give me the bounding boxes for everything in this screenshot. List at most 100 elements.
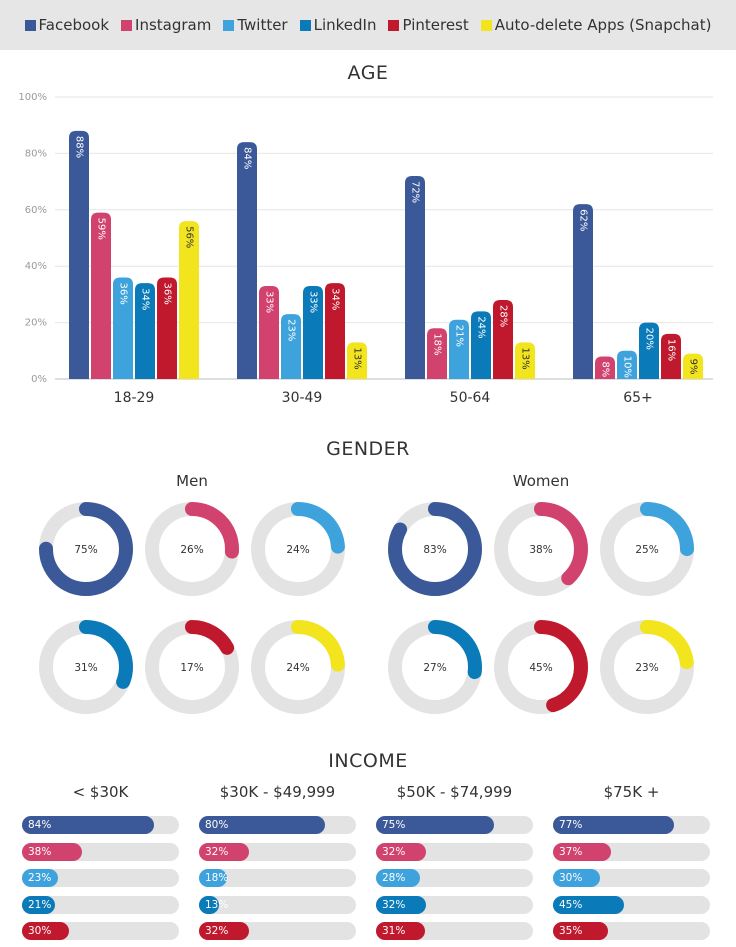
income-bar-value-label: 35% bbox=[559, 925, 583, 937]
legend-item: Twitter bbox=[223, 16, 288, 34]
income-bar-fill bbox=[199, 869, 228, 887]
age-category-label: 30-49 bbox=[282, 390, 323, 406]
legend-item: LinkedIn bbox=[299, 16, 377, 34]
donut-value-label: 17% bbox=[180, 662, 203, 674]
age-bar bbox=[135, 283, 155, 379]
income-bar-value-label: 37% bbox=[559, 846, 583, 858]
legend-swatch bbox=[388, 19, 400, 31]
income-bar-value-label: 75% bbox=[382, 819, 406, 831]
income-group-title: $75K + bbox=[603, 783, 660, 801]
age-bar-value-label: 16% bbox=[666, 339, 677, 361]
income-bar-fill bbox=[553, 869, 601, 887]
age-bar bbox=[179, 221, 199, 379]
income-bar-value-label: 32% bbox=[382, 846, 406, 858]
income-section-title: INCOME bbox=[328, 750, 408, 772]
income-bar-track bbox=[22, 896, 179, 914]
income-bar-value-label: 45% bbox=[559, 899, 583, 911]
income-bar-value-label: 32% bbox=[205, 925, 229, 937]
legend-item: Facebook bbox=[24, 16, 109, 34]
age-category-label: 65+ bbox=[623, 390, 653, 406]
age-bar bbox=[405, 175, 425, 379]
income-bar-fill bbox=[553, 816, 674, 834]
income-bar-value-label: 30% bbox=[559, 872, 583, 884]
age-bar bbox=[347, 342, 367, 379]
income-bar-track bbox=[199, 869, 356, 887]
age-y-tick-label: 100% bbox=[18, 92, 47, 103]
legend-label: Instagram bbox=[135, 16, 212, 34]
income-bar-track bbox=[199, 896, 356, 914]
income-bar-fill bbox=[553, 896, 624, 914]
donut-arc bbox=[388, 620, 482, 714]
age-bar bbox=[113, 277, 133, 379]
age-bar-value-label: 28% bbox=[498, 305, 509, 327]
income-bar-fill bbox=[553, 843, 612, 861]
age-y-tick-label: 40% bbox=[25, 261, 47, 272]
age-y-tick-label: 60% bbox=[25, 205, 47, 216]
income-bar-track bbox=[22, 869, 179, 887]
age-bar-value-label: 33% bbox=[308, 291, 319, 313]
income-bar-fill bbox=[376, 869, 420, 887]
income-bar: 37% bbox=[553, 843, 710, 861]
income-bar: 32% bbox=[199, 843, 356, 861]
donut-value-label: 45% bbox=[529, 662, 552, 674]
income-bar-value-label: 18% bbox=[205, 872, 229, 884]
donut-arc bbox=[39, 502, 133, 596]
income-bar: 38% bbox=[22, 843, 179, 861]
age-bar bbox=[449, 319, 469, 379]
income-bar-fill bbox=[199, 843, 250, 861]
age-bar bbox=[157, 277, 177, 379]
legend-item: Pinterest bbox=[388, 16, 469, 34]
age-bar-value-label: 59% bbox=[96, 218, 107, 240]
income-bar: 75% bbox=[376, 816, 533, 834]
donut-arc bbox=[39, 620, 133, 714]
age-bar bbox=[683, 353, 703, 379]
donut-arc bbox=[600, 620, 694, 714]
income-bar-fill bbox=[22, 896, 55, 914]
age-bar-value-label: 10% bbox=[622, 356, 633, 378]
age-y-tick-label: 80% bbox=[25, 148, 47, 159]
age-bar bbox=[237, 142, 257, 379]
age-bar bbox=[573, 204, 593, 379]
age-bar bbox=[661, 333, 681, 379]
age-bar-value-label: 21% bbox=[454, 325, 465, 347]
age-y-tick-label: 20% bbox=[25, 318, 47, 329]
age-bar-value-label: 24% bbox=[476, 316, 487, 338]
income-bar: 21% bbox=[22, 896, 179, 914]
age-bar bbox=[281, 314, 301, 379]
income-bar-fill bbox=[199, 896, 220, 914]
donut-arc bbox=[494, 502, 588, 596]
income-bar: 32% bbox=[376, 843, 533, 861]
age-bar-value-label: 84% bbox=[242, 147, 253, 169]
donut-arc bbox=[600, 502, 694, 596]
age-bar bbox=[471, 311, 491, 379]
income-bar-fill bbox=[376, 843, 427, 861]
legend-swatch bbox=[480, 19, 492, 31]
donut-value-label: 27% bbox=[423, 662, 446, 674]
legend-label: Twitter bbox=[237, 16, 288, 34]
income-bar-value-label: 32% bbox=[205, 846, 229, 858]
income-bar-value-label: 31% bbox=[382, 925, 406, 937]
legend-item: Instagram bbox=[121, 16, 211, 34]
legend-label: Pinterest bbox=[402, 16, 469, 34]
age-bar-value-label: 8% bbox=[600, 361, 611, 377]
income-bar-value-label: 28% bbox=[382, 872, 406, 884]
age-bar bbox=[639, 322, 659, 379]
age-category-label: 18-29 bbox=[114, 390, 155, 406]
legend-label: LinkedIn bbox=[313, 16, 377, 34]
age-bar-value-label: 34% bbox=[330, 288, 341, 310]
income-bar-value-label: 38% bbox=[28, 846, 52, 858]
income-bar-charts: < $30K 84% 38% 23% 21% 30% $30K - $49,999 80% 32… bbox=[0, 780, 736, 947]
donut-arc bbox=[251, 620, 345, 714]
women-subtitle: Women bbox=[512, 472, 570, 490]
income-group-title: < $30K bbox=[72, 783, 129, 801]
age-bar-value-label: 34% bbox=[140, 288, 151, 310]
income-bar: 32% bbox=[376, 896, 533, 914]
income-bar: 31% bbox=[376, 922, 533, 940]
age-bar-value-label: 36% bbox=[162, 282, 173, 304]
income-bar: 84% bbox=[22, 816, 179, 834]
age-bar bbox=[69, 130, 89, 379]
age-bar bbox=[427, 328, 447, 379]
income-bar-value-label: 30% bbox=[28, 925, 52, 937]
age-bar bbox=[617, 350, 637, 379]
donut-value-label: 83% bbox=[423, 544, 446, 556]
